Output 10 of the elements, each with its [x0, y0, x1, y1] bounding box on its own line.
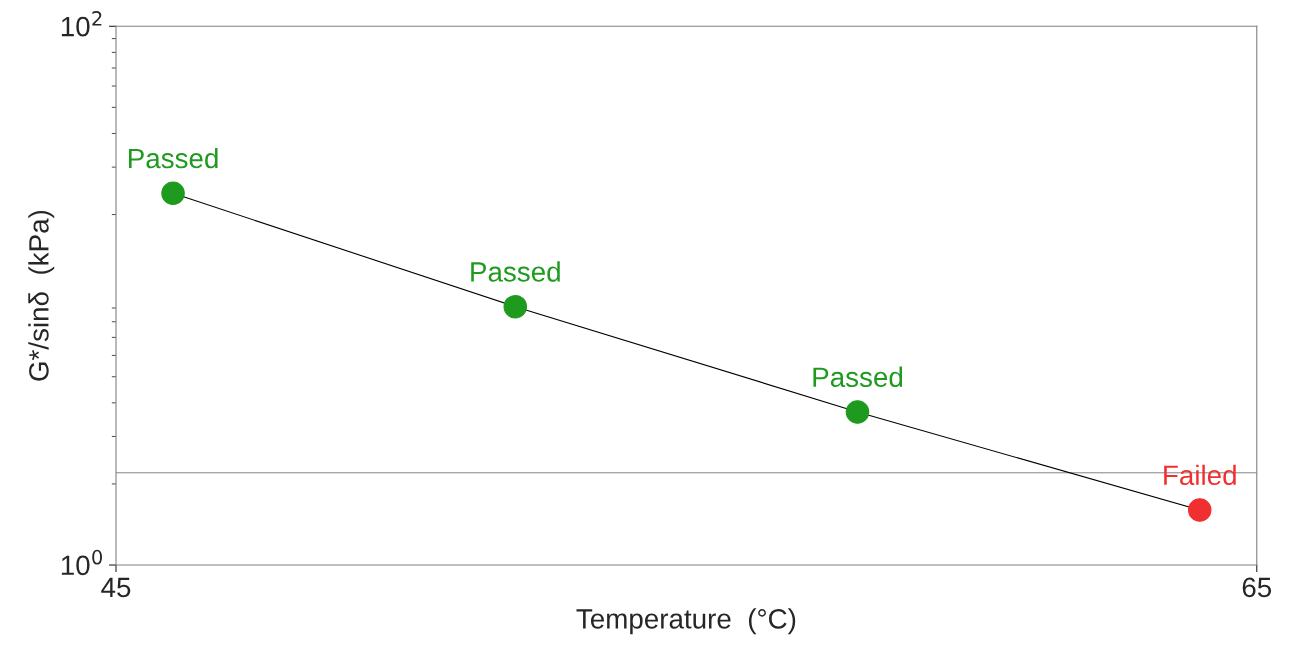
data-label: Passed: [813, 366, 903, 388]
x-tick-label: 45: [101, 577, 131, 598]
x-axis-title: Temperature (°C): [576, 608, 796, 635]
x-tick-label: 65: [1242, 577, 1272, 598]
data-label: Passed: [129, 147, 218, 169]
y-tick-label: 10$^{0}$: [61, 549, 102, 576]
y-tick-label: 10$^{2}$: [61, 11, 102, 37]
data-label: Failed: [1164, 464, 1236, 486]
y-axis-title: G*/sinδ (kPa): [28, 210, 55, 381]
data-label: Passed: [471, 261, 560, 282]
